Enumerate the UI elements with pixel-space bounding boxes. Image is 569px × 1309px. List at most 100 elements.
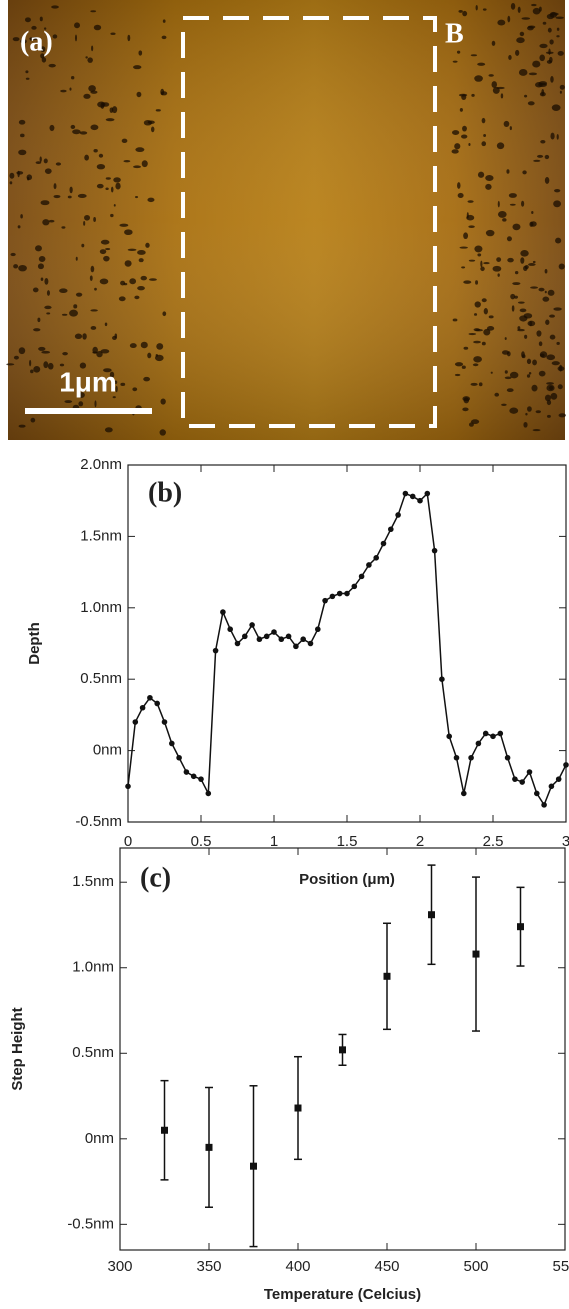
speckle: [140, 341, 148, 349]
speckle: [526, 374, 531, 378]
panel-label: (c): [140, 862, 171, 893]
speckle: [9, 172, 15, 179]
depth-point: [336, 590, 343, 597]
speckle: [509, 203, 516, 206]
speckle: [29, 38, 33, 41]
speckle: [481, 141, 487, 147]
speckle: [113, 204, 116, 207]
speckle: [136, 91, 142, 98]
depth-point: [380, 540, 387, 547]
speckle: [90, 309, 98, 312]
depth-point: [490, 733, 496, 740]
speckle: [459, 108, 463, 112]
speckle: [114, 380, 118, 385]
speckle: [94, 287, 97, 291]
speckle: [463, 397, 470, 404]
speckle: [502, 218, 507, 222]
speckle: [38, 256, 46, 263]
speckle: [482, 8, 487, 11]
speckle: [521, 17, 531, 20]
speckle: [90, 10, 97, 13]
speckle: [524, 94, 528, 98]
speckle: [459, 246, 468, 249]
depth-line: [127, 491, 567, 807]
speckle: [87, 57, 93, 63]
speckle: [148, 278, 157, 281]
speckle: [544, 154, 550, 160]
speckle: [40, 200, 50, 206]
region-label: B: [445, 18, 464, 49]
speckle: [470, 54, 478, 57]
speckle: [556, 35, 560, 38]
speckle: [454, 362, 464, 367]
speckle: [529, 221, 534, 227]
speckle: [26, 174, 33, 181]
speckle: [510, 293, 516, 300]
speckle: [78, 392, 85, 398]
speckle: [105, 247, 111, 251]
speckle: [162, 311, 167, 317]
speckle: [485, 229, 495, 237]
speckle: [508, 193, 517, 198]
speckle: [551, 361, 560, 366]
data-point: [205, 1143, 213, 1151]
depth-point: [519, 779, 525, 785]
speckle: [544, 290, 547, 294]
speckle: [43, 158, 48, 164]
speckle: [473, 340, 481, 344]
speckle: [103, 368, 112, 373]
speckle: [532, 359, 537, 366]
speckle: [539, 54, 545, 62]
speckle: [501, 403, 507, 406]
depth-point: [351, 583, 358, 590]
x-tick-label: 0.5: [191, 833, 212, 850]
speckle: [98, 153, 104, 158]
y-tick-label: 0nm: [85, 1130, 114, 1147]
speckle: [558, 413, 566, 418]
speckle: [105, 118, 115, 122]
speckle: [160, 88, 165, 96]
speckle: [90, 265, 95, 273]
speckle: [519, 31, 525, 37]
speckle: [463, 280, 472, 284]
speckle: [59, 288, 68, 293]
region-box: [181, 16, 437, 428]
speckle: [46, 290, 50, 296]
speckle: [79, 131, 88, 135]
depth-point: [190, 773, 197, 780]
speckle: [133, 65, 142, 70]
speckle: [555, 237, 562, 244]
speckle: [509, 126, 512, 131]
speckle: [490, 371, 493, 374]
speckle: [517, 6, 521, 13]
speckle: [538, 82, 547, 87]
speckle: [18, 149, 27, 156]
speckle: [20, 38, 27, 44]
speckle: [20, 133, 25, 138]
speckle: [478, 382, 483, 387]
speckle: [483, 133, 487, 137]
speckle: [512, 223, 521, 231]
speckle: [40, 53, 45, 59]
speckle: [497, 19, 506, 26]
speckle: [462, 125, 467, 132]
depth-point: [468, 754, 474, 761]
speckle: [463, 346, 469, 350]
speckle: [18, 347, 26, 355]
speckle: [497, 273, 500, 277]
speckle: [507, 257, 514, 263]
speckle: [12, 37, 20, 42]
speckle: [474, 245, 483, 253]
speckle: [133, 165, 142, 169]
speckle: [46, 312, 51, 315]
speckle: [53, 183, 57, 190]
speckle: [49, 124, 55, 132]
speckle: [509, 407, 519, 414]
speckle: [124, 260, 132, 267]
speckle: [93, 149, 98, 153]
speckle: [517, 301, 525, 304]
speckle: [515, 49, 520, 56]
depth-point: [169, 740, 175, 747]
speckle: [44, 277, 49, 285]
speckle: [84, 154, 89, 161]
